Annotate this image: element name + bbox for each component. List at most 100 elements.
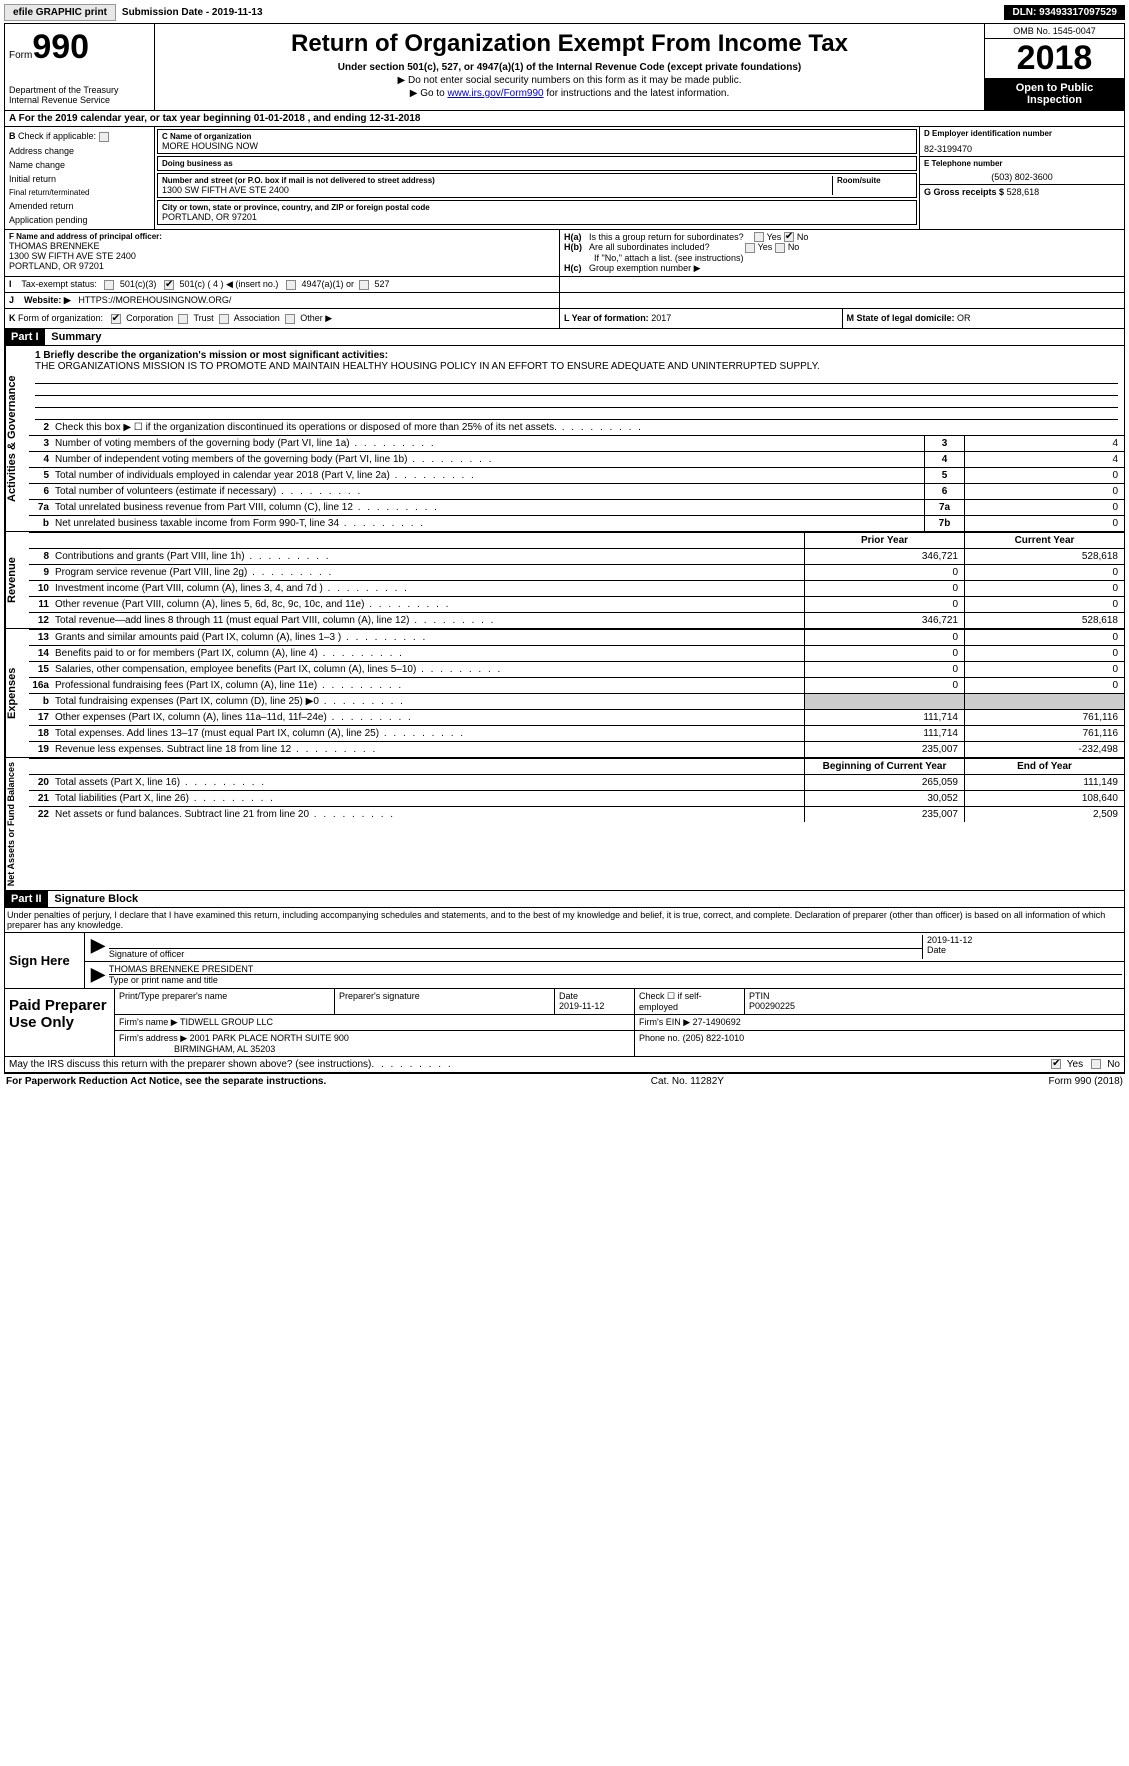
checkbox-other[interactable]: [285, 314, 295, 324]
line-box: 3: [924, 436, 964, 451]
self-employed-check: Check ☐ if self-employed: [635, 989, 745, 1014]
summary-row: 6Total number of volunteers (estimate if…: [29, 483, 1124, 499]
form-title: Return of Organization Exempt From Incom…: [165, 30, 974, 58]
preparer-sig-label: Preparer's signature: [335, 989, 555, 1014]
checkbox-501c[interactable]: [164, 280, 174, 290]
current-value: 0: [964, 646, 1124, 661]
prior-value: 111,714: [804, 710, 964, 725]
line-desc: Contributions and grants (Part VIII, lin…: [51, 549, 804, 564]
form-subtitle: Under section 501(c), 527, or 4947(a)(1)…: [165, 62, 974, 73]
line-desc: Total fundraising expenses (Part IX, col…: [51, 694, 804, 709]
paid-preparer-label: Paid Preparer Use Only: [5, 989, 115, 1056]
open-to-public: Open to Public Inspection: [985, 78, 1124, 110]
current-value: 0: [964, 662, 1124, 677]
current-value: 0: [964, 597, 1124, 612]
sig-date: 2019-11-12: [927, 935, 1122, 945]
mission-label: 1 Briefly describe the organization's mi…: [35, 350, 388, 361]
line-number: 16a: [29, 678, 51, 693]
line-number: 5: [29, 468, 51, 483]
city-value: PORTLAND, OR 97201: [162, 212, 912, 222]
line-value: 0: [964, 516, 1124, 531]
ptin-value: P00290225: [749, 1001, 795, 1011]
irs-link[interactable]: www.irs.gov/Form990: [447, 88, 543, 99]
prior-value: 346,721: [804, 549, 964, 564]
firm-addr2: BIRMINGHAM, AL 35203: [174, 1044, 275, 1054]
part-ii-header: Part II: [5, 891, 48, 907]
summary-row: 5Total number of individuals employed in…: [29, 467, 1124, 483]
sign-here-label: Sign Here: [5, 933, 85, 988]
name-title-label: Type or print name and title: [109, 975, 1122, 985]
checkbox-corp[interactable]: [111, 314, 121, 324]
line-number: 3: [29, 436, 51, 451]
line-desc: Investment income (Part VIII, column (A)…: [51, 581, 804, 596]
year-line: A For the 2019 calendar year, or tax yea…: [5, 111, 1124, 127]
checkbox-assoc[interactable]: [219, 314, 229, 324]
line-desc: Professional fundraising fees (Part IX, …: [51, 678, 804, 693]
checkbox-yes[interactable]: [754, 232, 764, 242]
prior-year-header: Prior Year: [804, 533, 964, 548]
checkbox-no[interactable]: [775, 243, 785, 253]
checkbox-no[interactable]: [784, 232, 794, 242]
line-number: 15: [29, 662, 51, 677]
firm-name-label: Firm's name ▶: [119, 1017, 178, 1027]
line-number: 18: [29, 726, 51, 741]
firm-name: TIDWELL GROUP LLC: [180, 1017, 273, 1027]
b-label: Check if applicable:: [18, 131, 96, 141]
discuss-no-checkbox[interactable]: [1091, 1059, 1101, 1069]
instr-post: for instructions and the latest informat…: [544, 88, 730, 99]
line-number: b: [29, 694, 51, 709]
submission-date: Submission Date - 2019-11-13: [122, 7, 263, 18]
prior-value: 0: [804, 565, 964, 580]
checkbox-501c3[interactable]: [104, 280, 114, 290]
line-number: b: [29, 516, 51, 531]
prior-value: [804, 694, 964, 709]
discuss-yes-checkbox[interactable]: [1051, 1059, 1061, 1069]
officer-name: THOMAS BRENNEKE: [9, 241, 555, 251]
other-label: Other ▶: [300, 313, 332, 323]
tab-expenses: Expenses: [5, 629, 29, 757]
line-number: 4: [29, 452, 51, 467]
c-name-label: C Name of organization: [162, 132, 912, 141]
current-value: 0: [964, 565, 1124, 580]
officer-addr2: PORTLAND, OR 97201: [9, 261, 555, 271]
city-label: City or town, state or province, country…: [162, 203, 912, 212]
line-desc: Total number of individuals employed in …: [51, 468, 924, 483]
data-row: 15Salaries, other compensation, employee…: [29, 661, 1124, 677]
checkbox[interactable]: [99, 132, 109, 142]
data-row: 19Revenue less expenses. Subtract line 1…: [29, 741, 1124, 757]
instr-pre: ▶ Go to: [410, 88, 448, 99]
begin-year-header: Beginning of Current Year: [804, 759, 964, 774]
ein-value: 82-3199470: [924, 144, 1120, 154]
line-number: 8: [29, 549, 51, 564]
b-opt: Name change: [9, 160, 150, 170]
line-desc: Other expenses (Part IX, column (A), lin…: [51, 710, 804, 725]
prior-value: 265,059: [804, 775, 964, 790]
527-label: 527: [375, 279, 390, 289]
line-number: 6: [29, 484, 51, 499]
line-box: 7a: [924, 500, 964, 515]
checkbox-yes[interactable]: [745, 243, 755, 253]
line-value: 0: [964, 500, 1124, 515]
current-value: 0: [964, 581, 1124, 596]
checkbox-527[interactable]: [359, 280, 369, 290]
sig-officer-label: Signature of officer: [109, 949, 922, 959]
line-desc: Net unrelated business taxable income fr…: [51, 516, 924, 531]
checkbox-trust[interactable]: [178, 314, 188, 324]
line-desc: Total number of volunteers (estimate if …: [51, 484, 924, 499]
data-row: 10Investment income (Part VIII, column (…: [29, 580, 1124, 596]
checkbox-4947[interactable]: [286, 280, 296, 290]
efile-print-button[interactable]: efile GRAPHIC print: [4, 4, 116, 21]
current-value: 111,149: [964, 775, 1124, 790]
current-value: [964, 694, 1124, 709]
line-desc: Revenue less expenses. Subtract line 18 …: [51, 742, 804, 757]
discuss-question: May the IRS discuss this return with the…: [9, 1059, 371, 1070]
line-value: 4: [964, 436, 1124, 451]
no-label: No: [788, 242, 800, 252]
current-value: 528,618: [964, 613, 1124, 628]
end-year-header: End of Year: [964, 759, 1124, 774]
line-number: 19: [29, 742, 51, 757]
data-row: 20Total assets (Part X, line 16)265,0591…: [29, 774, 1124, 790]
prior-value: 0: [804, 630, 964, 645]
topbar: efile GRAPHIC print Submission Date - 20…: [4, 4, 1125, 21]
m-state-label: M State of legal domicile:: [847, 313, 955, 323]
